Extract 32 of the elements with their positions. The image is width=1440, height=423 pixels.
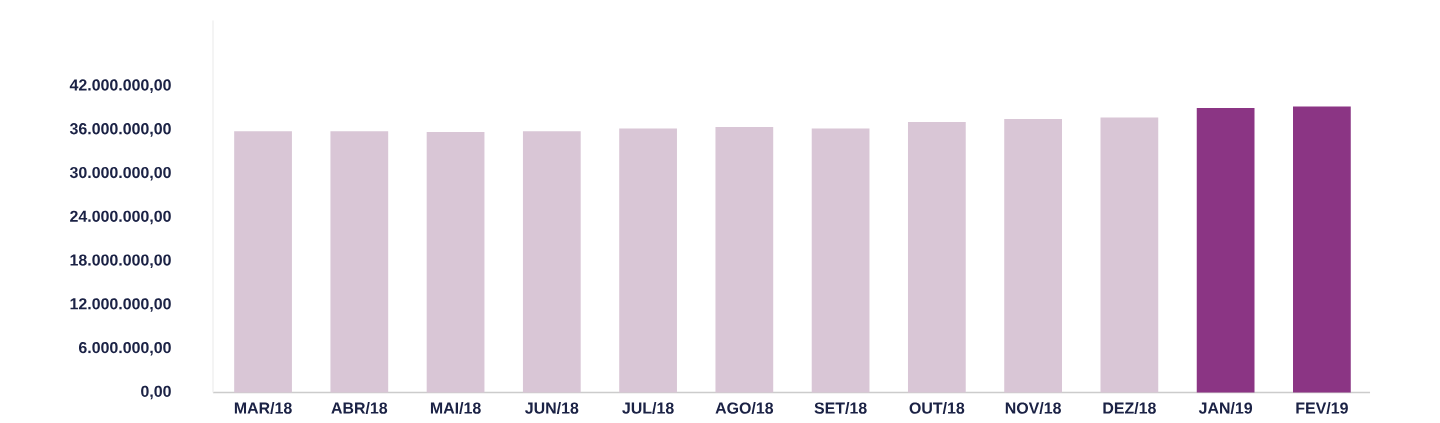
x-tick-label: JUL/18: [622, 402, 674, 414]
bar: [1293, 106, 1351, 393]
y-tick-label: 6.000.000,00: [78, 341, 171, 356]
bar: [1100, 117, 1159, 393]
bar: [619, 128, 677, 393]
bar: [715, 127, 774, 393]
y-tick-label: 12.000.000,00: [70, 298, 171, 312]
bar: [811, 128, 870, 393]
x-tick-label: FEV/19: [1296, 402, 1348, 414]
y-tick-label: 36.000.000,00: [69, 123, 171, 137]
bar: [907, 121, 966, 393]
x-tick-label: SET/18: [814, 402, 867, 414]
bar: [522, 131, 581, 393]
x-tick-label: MAR/18: [234, 402, 292, 414]
x-tick-label: AGO/18: [715, 402, 774, 414]
x-tick-label: OUT/18: [909, 402, 965, 414]
y-tick-label: 0,00: [141, 385, 171, 400]
bar: [1196, 108, 1255, 393]
bar: [1004, 118, 1062, 393]
x-tick-label: JAN/19: [1198, 402, 1253, 414]
y-tick-label: 30.000.000,00: [69, 166, 171, 181]
x-tick-label: MAI/18: [430, 402, 481, 414]
bar: [426, 132, 485, 393]
bar: [330, 131, 389, 393]
x-tick-label: NOV/18: [1005, 402, 1061, 414]
y-tick-label: 18.000.000,00: [70, 254, 171, 269]
y-tick-label: 42.000.000,00: [69, 79, 171, 93]
x-tick-label: DEZ/18: [1103, 402, 1156, 414]
bar: [234, 131, 292, 393]
y-tick-label: 24.000.000,00: [70, 210, 171, 225]
x-tick-label: JUN/18: [525, 402, 579, 414]
x-tick-label: ABR/18: [331, 402, 388, 414]
